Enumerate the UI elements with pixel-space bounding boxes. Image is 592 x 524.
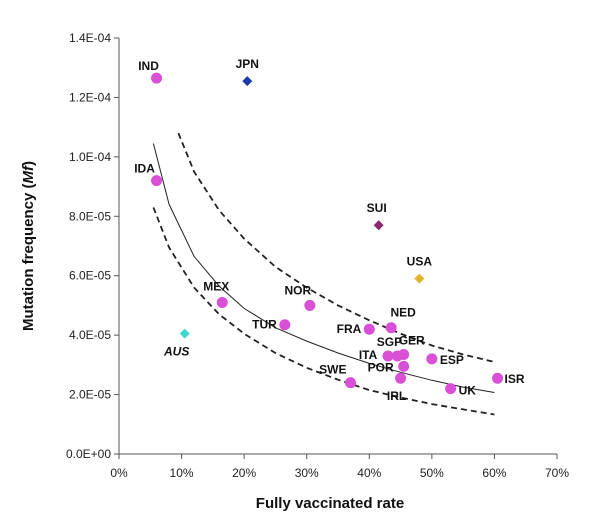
x-tick-label: 30%: [295, 466, 319, 480]
y-tick-label: 1.2E-04: [69, 90, 111, 104]
label-fra: FRA: [337, 322, 362, 336]
label-nor: NOR: [285, 283, 312, 297]
point-irl: [395, 372, 407, 384]
y-axis-title-prefix: Mutation frequency (: [20, 183, 37, 331]
point-sui: [373, 220, 384, 231]
y-tick-label: 2.0E-05: [69, 388, 111, 402]
y-tick-label: 1.4E-04: [69, 31, 111, 45]
point-swe: [345, 377, 357, 389]
point-tur: [279, 319, 291, 331]
point-ger: [398, 348, 410, 360]
label-ita: ITA: [359, 348, 378, 362]
point-usa: [414, 273, 425, 284]
label-isr: ISR: [505, 372, 525, 386]
point-uk: [445, 383, 457, 395]
label-uk: UK: [459, 384, 477, 398]
label-swe: SWE: [319, 363, 346, 377]
fit-curves: [152, 132, 495, 416]
lower-confidence-band: [152, 207, 495, 416]
x-tick-label: 20%: [232, 466, 256, 480]
label-esp: ESP: [440, 353, 464, 367]
point-ind: [151, 72, 163, 84]
x-tick-label: 50%: [420, 466, 444, 480]
label-jpn: JPN: [236, 57, 259, 71]
label-sgp: SGP: [377, 335, 402, 349]
label-sui: SUI: [367, 201, 387, 215]
point-isr: [492, 372, 504, 384]
x-tick-label: 10%: [170, 466, 194, 480]
point-por: [398, 360, 410, 372]
x-axis-title: Fully vaccinated rate: [256, 495, 404, 512]
label-irl: IRL: [387, 389, 406, 403]
x-tick-label: 60%: [482, 466, 506, 480]
point-ida: [151, 175, 163, 187]
y-axis-title: Mutation frequency (Mf): [20, 161, 37, 331]
label-mex: MEX: [203, 279, 229, 293]
label-ind: IND: [138, 59, 159, 73]
label-por: POR: [368, 360, 394, 374]
point-ned: [385, 322, 397, 334]
fit-curve: [152, 143, 495, 393]
y-tick-label: 1.0E-04: [69, 150, 111, 164]
y-tick-label: 8.0E-05: [69, 209, 111, 223]
point-fra: [363, 323, 375, 335]
label-usa: USA: [407, 255, 433, 269]
point-nor: [304, 299, 316, 311]
x-tick-label: 0%: [110, 466, 128, 480]
y-axis-title-symbol: Mf: [20, 164, 37, 183]
data-points: [151, 72, 504, 395]
point-aus: [179, 328, 190, 339]
point-ita: [382, 350, 394, 362]
label-ida: IDA: [134, 162, 155, 176]
y-tick-label: 4.0E-05: [69, 328, 111, 342]
y-tick-label: 6.0E-05: [69, 269, 111, 283]
point-labels: IND JPN IDA SUI USA MEX NOR AUS TUR NED FRA ITASGPG…: [134, 57, 525, 403]
point-esp: [426, 353, 438, 365]
upper-confidence-band: [177, 132, 495, 363]
axes: 0% 10% 20% 30% 40% 50% 60% 70% 0.0E+00 2.0E-05 4.0…: [66, 31, 569, 480]
y-axis-title-suffix: ): [20, 161, 37, 166]
x-tick-label: 70%: [545, 466, 569, 480]
point-mex: [216, 296, 228, 308]
point-jpn: [242, 76, 253, 87]
x-tick-label: 40%: [357, 466, 381, 480]
y-tick-label: 0.0E+00: [66, 447, 111, 461]
label-ger: GER: [399, 333, 425, 347]
label-ned: NED: [391, 306, 417, 320]
label-aus: AUS: [163, 345, 189, 359]
label-tur: TUR: [252, 318, 277, 332]
